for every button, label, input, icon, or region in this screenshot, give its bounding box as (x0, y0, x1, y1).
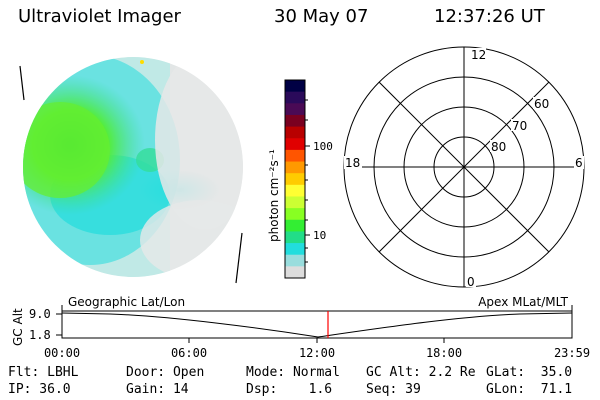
colorbar-cell (285, 91, 305, 104)
date-label: 30 May 07 (274, 6, 369, 27)
colorbar-cell (285, 243, 305, 256)
mlt-label-18: 18 (345, 156, 360, 170)
time-tick-0000: 00:00 (44, 346, 80, 360)
colorbar-cell (285, 208, 305, 221)
apex-label: Apex MLat/MLT (478, 295, 568, 309)
mlt-label-6: 6 (575, 156, 583, 170)
colorbar-cell (285, 184, 305, 197)
colorbar-cell (285, 254, 305, 267)
status-dsp: Dsp: 1.6 (246, 382, 333, 397)
status-seq: Seq: 39 (366, 382, 421, 397)
lat-label-80: 80 (491, 140, 506, 154)
colorbar-tick-100: 100 (313, 140, 333, 153)
instrument-title: Ultraviolet Imager (18, 6, 181, 27)
uv-image (19, 57, 243, 284)
altitude-timeline: Geographic Lat/Lon Apex MLat/MLT GC Alt … (11, 295, 590, 360)
lat-label-70: 70 (512, 119, 527, 133)
status-door: Door: Open (126, 365, 205, 380)
status-glon: GLon: 71.1 (486, 382, 573, 397)
alt-tick-1-8: 1.8 (29, 328, 51, 342)
colorbar-cell (285, 149, 305, 163)
colorbar-cell (285, 126, 305, 139)
colorbar-cell (285, 138, 305, 151)
status-gain: Gain: 14 (126, 382, 189, 397)
status-ip: IP: 36.0 (8, 382, 71, 397)
time-label: 12:37:26 UT (434, 6, 545, 27)
status-mode: Mode: Normal (246, 365, 340, 380)
colorbar-tick-10: 10 (313, 229, 326, 242)
colorbar-cell (285, 80, 305, 93)
time-tick-2359: 23:59 (554, 346, 590, 360)
status-gc-alt: GC Alt: 2.2 Re (366, 365, 476, 380)
colorbar-unit-label: photon cm⁻²s⁻¹ (267, 149, 281, 242)
time-tick-1200: 12:00 (299, 346, 335, 360)
geographic-label: Geographic Lat/Lon (68, 295, 185, 309)
gc-alt-axis-label: GC Alt (11, 308, 25, 346)
colorbar-cell (285, 219, 305, 232)
colorbar-cell (285, 266, 305, 279)
colorbar-cell (285, 231, 305, 244)
mlt-label-12: 12 (471, 48, 486, 62)
mlt-label-0: 0 (467, 275, 475, 289)
colorbar-cell (285, 161, 305, 174)
status-flt: Flt: LBHL (8, 365, 79, 380)
alt-tick-9: 9.0 (29, 307, 51, 321)
time-tick-0600: 06:00 (171, 346, 207, 360)
polar-plot (343, 46, 585, 288)
status-glat: GLat: 35.0 (486, 365, 573, 380)
colorbar: 100 10 photon cm⁻²s⁻¹ (267, 79, 333, 279)
colorbar-cell (285, 173, 305, 186)
colorbar-cell (285, 196, 305, 209)
time-tick-1800: 18:00 (426, 346, 462, 360)
colorbar-cell (285, 114, 305, 128)
colorbar-cell (285, 103, 305, 116)
lat-label-60: 60 (534, 97, 549, 111)
